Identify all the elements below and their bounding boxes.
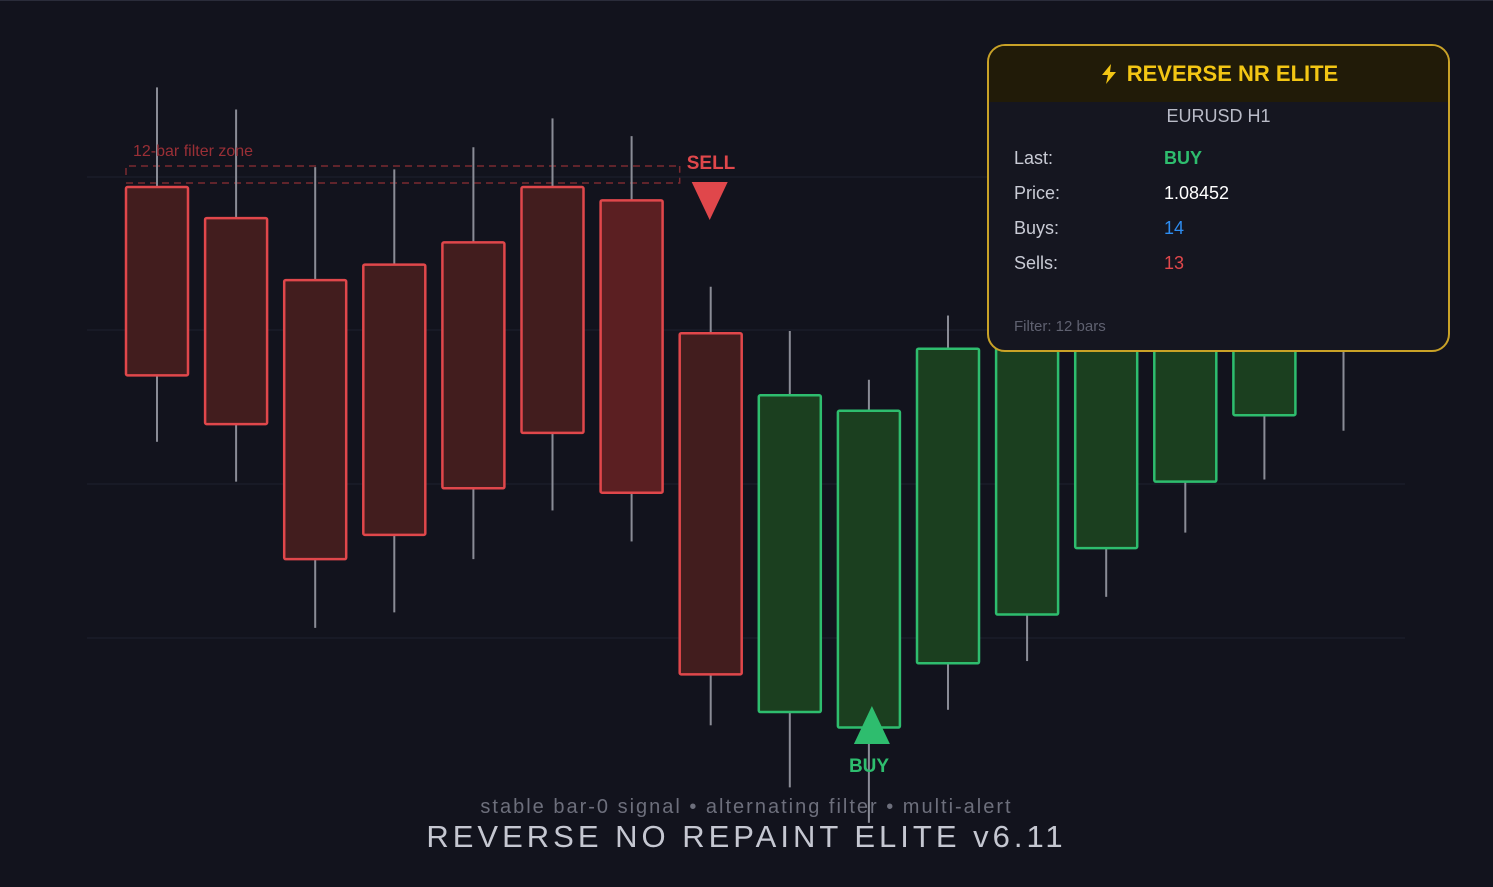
price-value: 1.08452 xyxy=(1164,183,1230,203)
last-label: Last: xyxy=(1014,148,1054,168)
last-value: BUY xyxy=(1164,148,1203,168)
bear-candle-body xyxy=(599,199,664,494)
buys-label: Buys: xyxy=(1014,218,1060,238)
panel-header: REVERSE NR ELITE xyxy=(989,46,1448,102)
filter-zone-box xyxy=(125,165,681,184)
lightning-bolt-icon xyxy=(1101,64,1116,84)
caption: stable bar-0 signal • alternating filter… xyxy=(480,796,1013,818)
filter-zone-label: 12-bar filter zone xyxy=(133,143,254,160)
buys-value: 14 xyxy=(1164,218,1185,238)
bear-candle-body xyxy=(282,278,348,561)
price-label: Price: xyxy=(1014,183,1061,203)
sell-signal-label: SELL xyxy=(686,153,736,174)
panel-filter-note: Filter: 12 bars xyxy=(1014,318,1106,335)
bear-candle-body xyxy=(203,216,269,426)
main-title: REVERSE NO REPAINT ELITE v6.11 xyxy=(426,819,1067,854)
panel-row-price: Price: 1.08452 xyxy=(1014,183,1414,204)
bear-candle-body xyxy=(441,241,506,490)
bull-candle-body xyxy=(757,394,823,714)
panel-row-sells: Sells: 13 xyxy=(1014,253,1414,274)
bear-candle-body xyxy=(520,185,585,435)
bear-candle-body xyxy=(678,332,743,676)
bear-candle-body xyxy=(362,263,427,537)
panel-title: REVERSE NR ELITE xyxy=(1126,61,1339,86)
panel-row-last: Last: BUY xyxy=(1014,148,1414,169)
sells-label: Sells: xyxy=(1014,253,1059,273)
buy-signal-label: BUY xyxy=(848,756,890,777)
buy-arrow-icon xyxy=(853,706,890,744)
panel-row-buys: Buys: 14 xyxy=(1014,218,1414,239)
sell-arrow-icon xyxy=(691,182,728,220)
sells-value: 13 xyxy=(1164,253,1185,273)
bear-candle-body xyxy=(124,185,190,377)
bull-candle-body xyxy=(915,347,981,665)
bull-candle-body xyxy=(836,409,902,729)
info-panel: REVERSE NR ELITE EURUSD H1 Last: BUY Pri… xyxy=(987,44,1450,352)
panel-symbol: EURUSD H1 xyxy=(1166,106,1271,126)
